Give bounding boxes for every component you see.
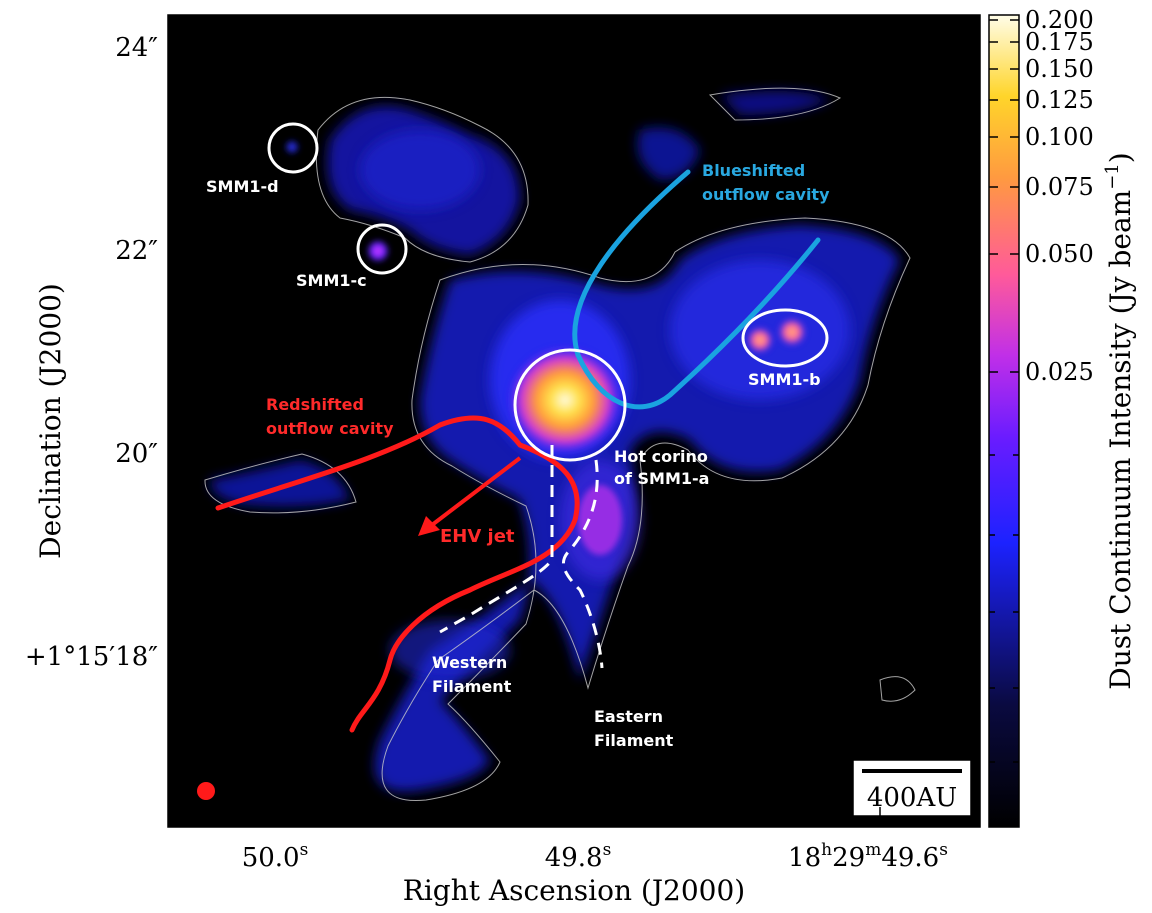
smm1-b-ellipse	[741, 308, 829, 368]
smm1-d-circle	[267, 122, 319, 174]
label-eastern-2: Filament	[594, 731, 674, 750]
label-redshifted-1: Redshifted	[266, 395, 364, 414]
x-axis-title: Right Ascension (J2000)	[403, 874, 745, 907]
blueshifted-outflow-cavity-curve	[572, 169, 821, 410]
colorbar-tick-0025: 0.025	[1025, 358, 1094, 386]
y-tick-label-4: +1°15′18″	[25, 642, 158, 672]
beam-ellipse	[197, 782, 215, 800]
colorbar: 0.200 0.175 0.150 0.125 0.100 0.075 0.05…	[988, 6, 1137, 828]
label-blueshifted-1: Blueshifted	[702, 161, 805, 180]
colorbar-tick-0150: 0.150	[1025, 55, 1094, 83]
colorbar-tick-0125: 0.125	[1025, 86, 1094, 114]
colorbar-title: Dust Continuum Intensity (Jy beam−1)	[1102, 152, 1137, 689]
colorbar-tick-0175: 0.175	[1025, 28, 1094, 56]
label-hot-corino-1: Hot corino	[614, 447, 708, 466]
redshifted-outflow-cavity-curve	[215, 415, 580, 733]
label-redshifted-2: outflow cavity	[266, 419, 394, 438]
label-smm1-c: SMM1-c	[296, 271, 367, 290]
hot-corino-circle	[513, 348, 627, 462]
x-tick-label-2: 49.8s	[545, 840, 612, 873]
label-hot-corino-2: of SMM1-a	[614, 469, 709, 488]
label-western-2: Filament	[432, 677, 512, 696]
x-tick-label-3: 18h29m49.6s	[788, 840, 948, 873]
y-tick-label-3: 20″	[115, 439, 158, 469]
eastern-filament-dashed	[561, 459, 604, 669]
colorbar-tick-0075: 0.075	[1025, 173, 1094, 201]
colorbar-tick-0100: 0.100	[1025, 123, 1094, 151]
x-tick-label-1: 50.0s	[242, 840, 309, 873]
western-filament-dashed	[439, 445, 554, 634]
label-eastern-1: Eastern	[594, 707, 663, 726]
ehv-jet-arrowhead	[418, 516, 440, 536]
label-smm1-b: SMM1-b	[748, 370, 821, 389]
y-tick-label-2: 22″	[115, 236, 158, 266]
scale-bar: 400AU	[852, 759, 972, 817]
scale-bar-label: 400AU	[867, 783, 957, 813]
outflow-overlays	[215, 169, 821, 733]
y-tick-label-1: 24″	[115, 33, 158, 63]
axis-ticks	[168, 15, 980, 827]
source-markers	[267, 122, 829, 462]
label-western-1: Western	[432, 653, 507, 672]
colorbar-tick-0200: 0.200	[1025, 6, 1094, 34]
label-ehv-jet: EHV jet	[440, 526, 515, 547]
dust-emission-image	[167, 14, 981, 828]
label-blueshifted-2: outflow cavity	[702, 185, 830, 204]
annotation-labels: SMM1-d SMM1-c SMM1-b Hot corino of SMM1-…	[206, 161, 830, 750]
smm1-c-circle	[356, 223, 408, 275]
y-axis-title: Declination (J2000)	[34, 283, 67, 559]
ehv-jet-arrow-line	[426, 456, 522, 530]
label-smm1-d: SMM1-d	[206, 177, 279, 196]
colorbar-tick-0050: 0.050	[1025, 240, 1094, 268]
